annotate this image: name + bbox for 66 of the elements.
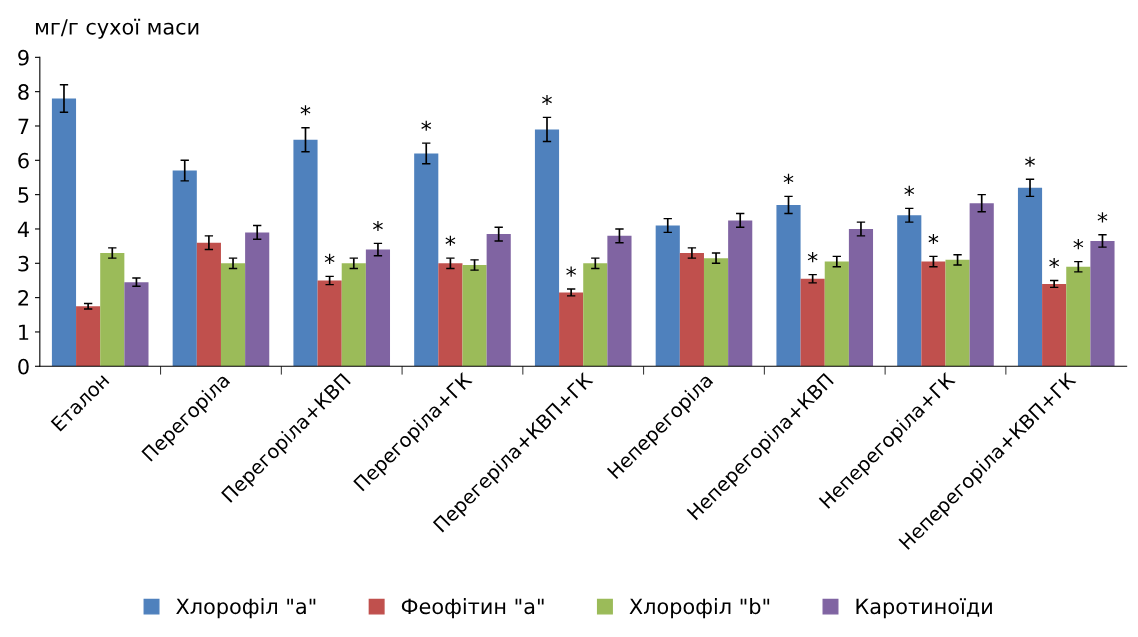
y-tick-label: 3 <box>18 255 29 272</box>
data-label: * <box>928 233 939 245</box>
bar <box>365 249 391 367</box>
y-tick-label: 5 <box>18 187 29 203</box>
bar <box>486 234 511 367</box>
data-label: * <box>421 120 432 131</box>
bar <box>921 261 946 367</box>
bar <box>559 292 584 367</box>
y-tick-label: 9 <box>18 49 29 66</box>
data-label: * <box>566 266 577 277</box>
bar <box>1090 240 1115 367</box>
data-label: * <box>300 105 311 116</box>
y-tick-label: 7 <box>18 118 29 134</box>
bar <box>945 259 970 367</box>
bar <box>728 220 753 367</box>
bar <box>220 263 246 367</box>
bar <box>969 203 994 367</box>
bar <box>245 232 270 367</box>
bar <box>583 263 608 367</box>
y-tick-label: 6 <box>18 152 29 169</box>
bar <box>848 228 874 367</box>
legend-label: Хлорофіл "а" <box>176 598 316 619</box>
data-label: * <box>1025 156 1035 167</box>
bar <box>341 263 366 367</box>
bar <box>776 204 801 367</box>
bar <box>703 258 729 367</box>
data-label: * <box>1097 212 1108 223</box>
data-label: * <box>324 253 335 264</box>
y-tick-label: 0 <box>18 358 29 375</box>
bar <box>51 98 77 367</box>
legend-label: Каротиноїди <box>856 598 992 619</box>
bar <box>897 215 922 367</box>
y-axis-title: мг/г сухої маси <box>36 18 199 39</box>
y-tick-label: 8 <box>18 84 29 100</box>
bar <box>293 139 318 367</box>
y-tick-label: 1 <box>19 324 29 340</box>
data-label: * <box>783 173 794 184</box>
legend-label: Феофітин "а" <box>401 598 544 619</box>
bar <box>679 253 704 367</box>
bar <box>655 225 680 367</box>
bar <box>414 153 439 367</box>
bar <box>1017 187 1043 367</box>
bar <box>462 265 487 367</box>
bar <box>824 261 849 367</box>
data-label: * <box>1049 257 1060 269</box>
bar <box>172 170 197 367</box>
bar <box>607 235 632 367</box>
bar <box>196 242 221 367</box>
legend-label: Хлорофіл "b" <box>629 598 770 619</box>
data-label: * <box>445 235 456 246</box>
data-label: * <box>373 220 383 232</box>
y-tick-label: 2 <box>18 290 29 306</box>
y-tick-label: 4 <box>17 221 29 237</box>
bar <box>534 129 560 367</box>
data-label: * <box>542 94 552 106</box>
bar <box>100 253 125 367</box>
bar <box>438 263 463 367</box>
bar <box>800 278 825 367</box>
bar <box>76 306 101 367</box>
bar <box>1042 283 1067 367</box>
data-label: * <box>1073 239 1084 250</box>
bar <box>317 280 342 367</box>
bar <box>1066 266 1091 367</box>
data-label: * <box>807 252 818 263</box>
data-label: * <box>904 185 915 196</box>
bar <box>124 282 149 367</box>
